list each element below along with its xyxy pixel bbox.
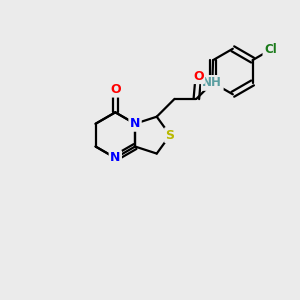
Text: Cl: Cl: [264, 44, 277, 56]
Text: NH: NH: [202, 76, 222, 89]
Text: O: O: [110, 83, 121, 96]
Text: N: N: [110, 152, 121, 164]
Text: O: O: [193, 70, 204, 83]
Text: S: S: [166, 129, 175, 142]
Text: N: N: [130, 117, 140, 130]
